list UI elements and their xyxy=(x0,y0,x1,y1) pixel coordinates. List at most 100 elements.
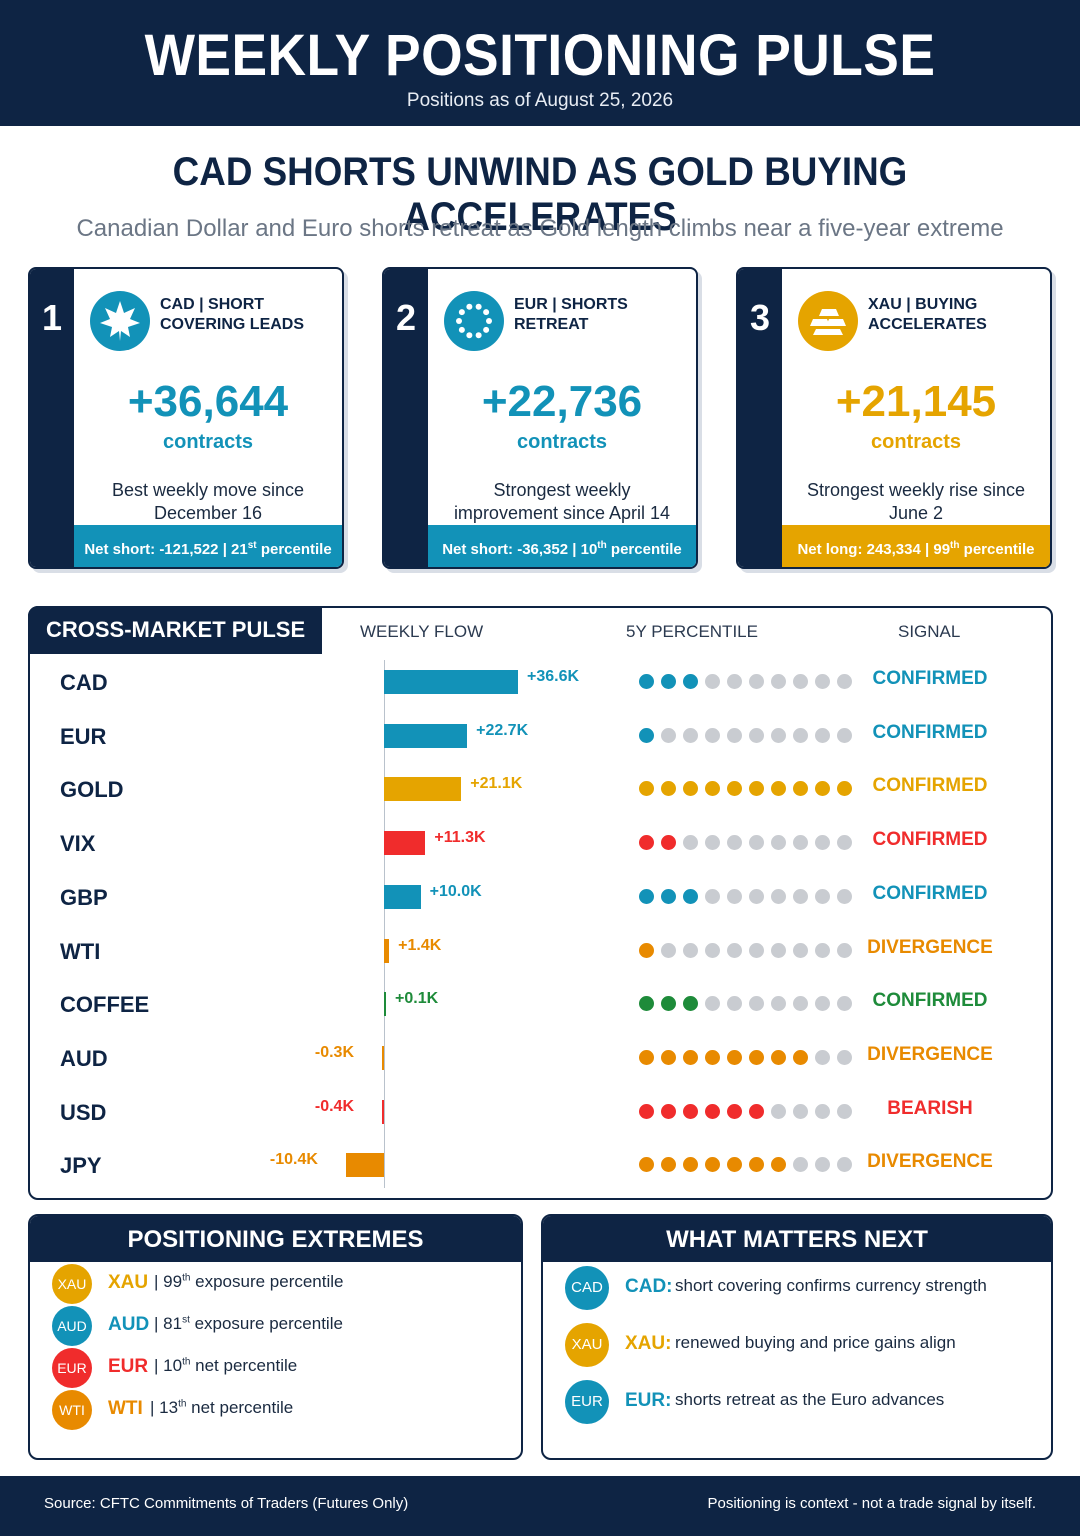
percentile-dot-filled xyxy=(661,996,676,1012)
card-description: Best weekly move since December 16 xyxy=(84,479,332,525)
percentile-dot-filled xyxy=(727,1103,742,1119)
percentile-dot-empty xyxy=(771,942,786,958)
percentile-dot-filled xyxy=(749,1049,764,1065)
percentile-dot-filled xyxy=(705,1049,720,1065)
detail-pre: | 99 xyxy=(154,1272,183,1291)
asset-badge: CAD xyxy=(565,1266,609,1310)
percentile-dot-empty xyxy=(705,727,720,743)
page-title: WEEKLY POSITIONING PULSE xyxy=(144,23,936,88)
signal-label: DIVERGENCE xyxy=(867,1043,993,1065)
signal-label: CONFIRMED xyxy=(872,721,988,743)
card-footer-main: Net long: 243,334 | 99 xyxy=(797,541,951,558)
percentile-dot-filled xyxy=(639,835,654,851)
card-footer: Net long: 243,334 | 99th percentile xyxy=(782,525,1050,567)
card-footer-sup: th xyxy=(950,540,960,551)
card-number: 3 xyxy=(749,297,771,338)
extreme-detail: | 13th net percentile xyxy=(150,1398,293,1418)
card-footer-tail: percentile xyxy=(256,541,332,558)
cross-market-title: CROSS-MARKET PULSE xyxy=(28,606,322,654)
percentile-dot-filled xyxy=(749,781,764,797)
percentile-dot-empty xyxy=(793,727,808,743)
flow-bar xyxy=(382,1099,384,1124)
percentile-dot-filled xyxy=(683,781,698,797)
percentile-dot-empty xyxy=(815,942,830,958)
percentile-dot-filled xyxy=(639,674,654,689)
flow-zero-axis xyxy=(384,660,385,1188)
card-footer: Net short: -36,352 | 10th percentile xyxy=(428,525,696,567)
card-desc-line2: June 2 xyxy=(888,503,944,523)
percentile-dot-filled xyxy=(661,1049,676,1065)
percentile-dot-empty xyxy=(815,1157,830,1173)
detail-sup: st xyxy=(182,1314,190,1326)
percentile-dot-empty xyxy=(815,1103,830,1119)
percentile-dot-empty xyxy=(705,835,720,851)
market-label: EUR xyxy=(60,723,107,749)
asset-badge: EUR xyxy=(565,1380,609,1424)
market-row-usd: USD -0.4K BEARISH xyxy=(30,1094,1051,1134)
market-row-cad: CAD +36.6K CONFIRMED xyxy=(30,664,1051,704)
market-label: VIX xyxy=(60,831,96,857)
percentile-dot-empty xyxy=(771,1103,786,1119)
percentile-dot-empty xyxy=(793,942,808,958)
signal-label: CONFIRMED xyxy=(872,829,988,851)
percentile-dot-filled xyxy=(661,1103,676,1119)
card-footer-main: Net short: -36,352 | 10 xyxy=(442,541,598,558)
asset-code: XAU xyxy=(108,1272,149,1293)
market-row-jpy: JPY -10.4K DIVERGENCE xyxy=(30,1147,1051,1187)
percentile-dot-filled xyxy=(639,996,654,1012)
maple-leaf-icon xyxy=(90,291,150,351)
asset-code: AUD xyxy=(108,1314,150,1335)
percentile-dot-empty xyxy=(749,835,764,851)
percentile-dot-empty xyxy=(771,888,786,904)
percentile-dot-filled xyxy=(749,1103,764,1119)
percentile-dot-empty xyxy=(749,888,764,904)
percentile-dot-empty xyxy=(683,727,698,743)
subheadline: Canadian Dollar and Euro shorts retreat … xyxy=(76,215,1004,242)
card-title-line1: CAD | SHORT xyxy=(160,296,265,313)
percentile-dot-filled xyxy=(815,781,830,797)
card-desc-line1: Strongest weekly xyxy=(493,480,631,500)
percentile-dot-filled xyxy=(661,674,676,689)
percentile-dot-empty xyxy=(793,835,808,851)
percentile-dot-empty xyxy=(683,942,698,958)
percentile-dot-filled xyxy=(683,888,698,904)
flow-value: +21.1K xyxy=(470,775,523,793)
market-row-aud: AUD -0.3K DIVERGENCE xyxy=(30,1040,1051,1080)
flow-bar xyxy=(384,777,462,802)
percentile-dot-filled xyxy=(771,1049,786,1065)
card-title-line1: XAU | BUYING xyxy=(868,296,978,313)
percentile-dot-empty xyxy=(727,674,742,689)
signal-label: CONFIRMED xyxy=(872,990,988,1012)
percentile-dot-empty xyxy=(705,996,720,1012)
flow-value: +10.0K xyxy=(429,882,482,900)
cross-market-panel: CROSS-MARKET PULSE WEEKLY FLOW 5Y PERCEN… xyxy=(28,606,1053,1200)
market-label: USD xyxy=(60,1099,107,1125)
percentile-dot-empty xyxy=(793,1157,808,1173)
percentile-dot-empty xyxy=(837,888,852,904)
percentile-dot-empty xyxy=(815,888,830,904)
next-detail: renewed buying and price gains align xyxy=(675,1333,956,1352)
card-rail xyxy=(30,269,74,567)
percentile-dot-empty xyxy=(793,888,808,904)
percentile-dot-empty xyxy=(771,996,786,1012)
detail-pre: | 13 xyxy=(150,1398,179,1417)
card-footer-main: Net short: -121,522 | 21 xyxy=(84,541,248,558)
percentile-dot-empty xyxy=(837,835,852,851)
card-title: EUR | SHORTS RETREAT xyxy=(514,295,628,335)
card-desc-line1: Strongest weekly rise since xyxy=(806,480,1026,500)
market-label: JPY xyxy=(60,1153,102,1179)
footer: Source: CFTC Commitments of Traders (Fut… xyxy=(0,1476,1080,1536)
percentile-dot-empty xyxy=(661,727,676,743)
kpi-card-2: 2 EUR | SHORTS RETREAT +22,736 contracts Stro… xyxy=(382,267,698,569)
extreme-detail: | 99th exposure percentile xyxy=(154,1272,344,1292)
percentile-dot-empty xyxy=(771,835,786,851)
percentile-dot-filled xyxy=(705,1157,720,1173)
flow-bar xyxy=(384,938,390,963)
card-unit: contracts xyxy=(870,431,962,453)
percentile-dot-empty xyxy=(771,727,786,743)
signal-label: CONFIRMED xyxy=(872,668,988,689)
card-unit: contracts xyxy=(516,431,608,453)
card-title-line2: ACCELERATES xyxy=(868,316,987,333)
percentile-dot-filled xyxy=(771,781,786,797)
percentile-dot-filled xyxy=(661,1157,676,1173)
